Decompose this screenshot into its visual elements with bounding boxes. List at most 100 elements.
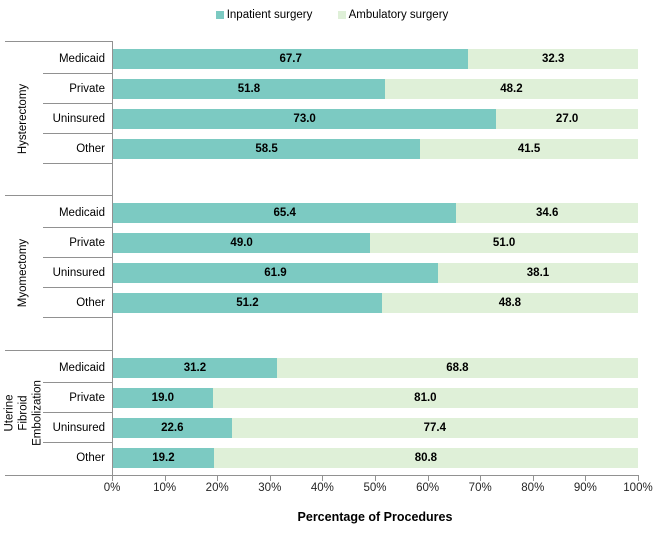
bar-row: 58.5 41.5 [113,134,638,164]
bar-segment-inpatient: 51.8 [113,79,385,99]
inpatient-value-label: 61.9 [264,267,287,279]
axis-tick [480,475,482,481]
inpatient-value-label: 31.2 [183,362,207,374]
bar-segment-inpatient: 73.0 [113,109,497,129]
bar-segment-ambulatory: 68.8 [276,358,638,378]
axis-tick [427,475,429,481]
stacked-bar: 19.2 80.8 [113,448,638,468]
axis-tick-label: 60% [416,482,440,494]
axis-tick-label: 30% [258,482,282,494]
axis-tick [322,475,324,481]
ambulatory-value-label: 80.8 [414,452,438,464]
ambulatory-value-label: 81.0 [414,392,437,404]
stacked-bar: 19.0 81.0 [113,388,638,408]
bar-row: 51.2 48.8 [113,288,638,318]
inpatient-value-label: 67.7 [279,53,302,65]
group-label-text: Hysterectomy [17,83,30,154]
category-label: Other [43,134,112,164]
category-label-column: Medicaid Private Uninsured Other [43,351,112,475]
group-label: Hysterectomy [5,42,43,195]
inpatient-value-label: 51.8 [237,83,261,95]
group-section: Uterine Fibroid Embolization Medicaid Priv… [3,351,638,475]
group-section: Hysterectomy Medicaid Private Uninsured Othe… [5,41,638,196]
axis-tick-label: 100% [623,482,653,494]
bar-row: 19.0 81.0 [113,383,638,413]
group-label-text: Myomectomy [17,238,30,308]
inpatient-swatch-icon [215,11,224,19]
category-label: Medicaid [43,44,112,74]
bar-row: 22.6 77.4 [113,413,638,443]
axis-tick [269,475,271,481]
group-plot-area: 67.7 32.3 51.8 48.2 73.0 27.0 58.5 41.5 [112,41,638,196]
bar-segment-ambulatory: 51.0 [370,233,638,253]
legend-label-ambulatory: Ambulatory surgery [348,9,449,21]
stacked-bar: 49.0 51.0 [113,233,638,253]
bar-segment-inpatient: 22.6 [113,418,232,438]
axis-tick-label: 20% [205,482,229,494]
category-label: Private [43,74,112,104]
bar-segment-inpatient: 58.5 [113,139,421,159]
stacked-bar: 61.9 38.1 [113,263,638,283]
ambulatory-value-label: 41.5 [517,143,541,155]
group-label-area: Uterine Fibroid Embolization Medicaid Priv… [3,351,112,475]
stacked-bar: 51.8 48.2 [113,79,638,99]
inpatient-value-label: 73.0 [293,113,316,125]
stacked-bar: 58.5 41.5 [113,139,638,159]
group-section: Myomectomy Medicaid Private Uninsured Other 6… [5,196,638,351]
bar-segment-ambulatory: 32.3 [468,49,638,69]
axis-tick [638,475,639,481]
inpatient-value-label: 65.4 [273,207,296,219]
ambulatory-value-label: 27.0 [555,113,579,125]
group-label: Uterine Fibroid Embolization [3,351,43,475]
stacked-bar: 51.2 48.8 [113,293,638,313]
ambulatory-value-label: 51.0 [492,237,516,249]
bar-segment-ambulatory: 34.6 [456,203,638,223]
category-label: Other [76,452,105,464]
bar-segment-ambulatory: 41.5 [420,139,638,159]
bar-segment-ambulatory: 48.8 [381,293,638,313]
bar-row: 19.2 80.8 [113,443,638,473]
category-label: Private [43,383,112,413]
axis-tick-label: 80% [521,482,545,494]
group-plot-area: 31.2 68.8 19.0 81.0 22.6 77.4 19.2 80.8 [112,351,638,475]
ambulatory-value-label: 48.2 [500,83,523,95]
x-axis-tick-labels: 0% 10% 20% 30% 40% 50% 60% 70% 80% 90% 100% [104,482,653,497]
ambulatory-value-label: 48.8 [498,297,522,309]
axis-tick [585,475,587,481]
bar-segment-ambulatory: 80.8 [213,448,638,468]
group-label-area: Hysterectomy Medicaid Private Uninsured Othe… [5,41,112,196]
axis-tick [375,475,376,481]
bar-segment-ambulatory: 38.1 [437,263,638,283]
stacked-bar: 31.2 68.8 [113,358,638,378]
inpatient-value-label: 51.2 [236,297,259,309]
category-label: Medicaid [43,353,112,383]
x-axis-title: Percentage of Procedures [297,510,453,524]
bar-segment-inpatient: 67.7 [113,49,469,69]
axis-tick [112,475,113,481]
axis-tick-label: 50% [363,482,387,494]
category-label: Uninsured [43,413,112,443]
inpatient-value-label: 19.2 [152,452,175,464]
bar-row: 65.4 34.6 [113,198,638,228]
bar-row: 67.7 32.3 [113,44,638,74]
axis-tick-label: 10% [153,482,177,494]
bar-segment-ambulatory: 81.0 [212,388,638,408]
group-plot-area: 65.4 34.6 49.0 51.0 61.9 38.1 51.2 48.8 [112,196,638,351]
bar-segment-ambulatory: 77.4 [231,418,638,438]
legend-item-inpatient: Inpatient surgery [215,9,312,21]
category-label: Medicaid [43,198,112,228]
ambulatory-value-label: 77.4 [423,422,446,434]
bar-segment-inpatient: 51.2 [113,293,382,313]
axis-tick-label: 90% [573,482,597,494]
bar-segment-inpatient: 19.0 [113,388,213,408]
bar-segment-inpatient: 19.2 [113,448,214,468]
group-label-area: Myomectomy Medicaid Private Uninsured Other [5,196,112,351]
inpatient-value-label: 58.5 [255,143,278,155]
bar-segment-inpatient: 49.0 [113,233,371,253]
bar-row: 49.0 51.0 [113,228,638,258]
x-axis-line [5,475,638,476]
stacked-bar: 67.7 32.3 [113,49,638,69]
plot-groups: Hysterectomy Medicaid Private Uninsured Othe… [3,41,638,475]
axis-tick-label: 0% [103,482,121,494]
